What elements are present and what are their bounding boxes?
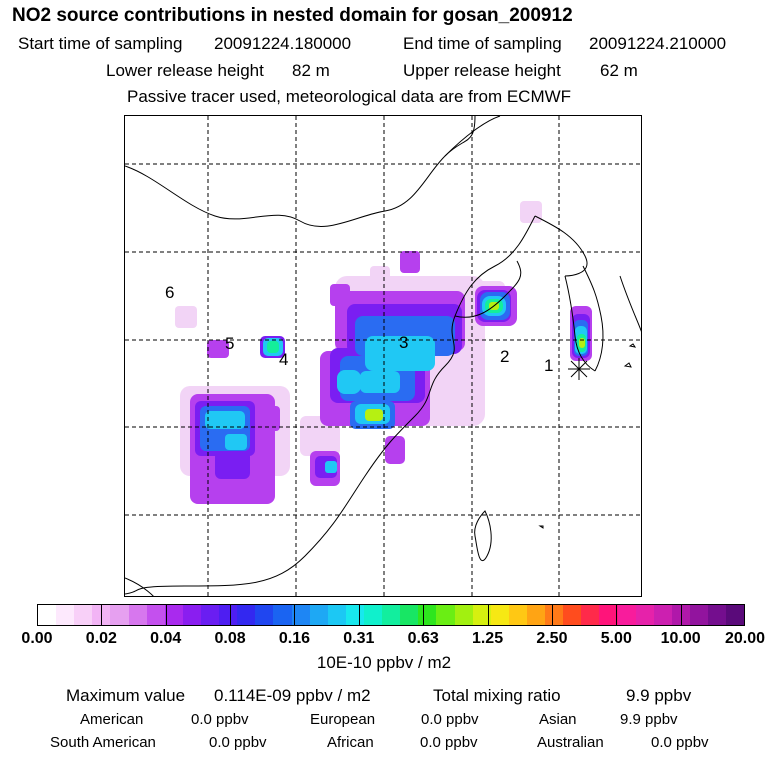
region-value-african: 0.0 ppbv	[420, 734, 478, 751]
coastlines	[125, 116, 641, 596]
colorbar-segment	[182, 605, 201, 625]
colorbar-segment	[545, 605, 564, 625]
colorbar-tick-label: 20.00	[724, 630, 766, 647]
colorbar-segment	[436, 605, 455, 625]
colorbar-segment	[219, 605, 238, 625]
lower-release-label: Lower release height	[106, 61, 264, 80]
colorbar-tick-label: 0.08	[214, 630, 246, 647]
start-time-label: Start time of sampling	[18, 34, 183, 53]
graticule	[125, 116, 641, 596]
region-value-south-american: 0.0 ppbv	[209, 734, 267, 751]
colorbar-segment	[128, 605, 147, 625]
colorbar-divider	[294, 604, 296, 626]
colorbar-segment	[309, 605, 328, 625]
colorbar-segment	[273, 605, 292, 625]
colorbar-segment	[291, 605, 310, 625]
total-mixing-value: 9.9 ppbv	[626, 686, 692, 705]
colorbar-segment	[490, 605, 509, 625]
region-label-4: 4	[279, 350, 289, 369]
max-value-label: Maximum value	[66, 686, 186, 705]
colorbar-segment	[38, 605, 57, 625]
region-value-european: 0.0 ppbv	[421, 711, 479, 728]
colorbar-segment	[200, 605, 220, 625]
region-name-australian: Australian	[537, 734, 604, 751]
colorbar-segment	[472, 605, 491, 625]
colorbar-tick-label: 0.02	[85, 630, 117, 647]
upper-release-label: Upper release height	[403, 61, 561, 80]
end-time-value: 20091224.210000	[589, 34, 727, 53]
colorbar-segment	[689, 605, 709, 625]
upper-release-value: 62 m	[600, 61, 638, 80]
colorbar-segment	[726, 605, 745, 625]
colorbar-tick-label: 5.00	[600, 630, 632, 647]
colorbar-segment	[653, 605, 672, 625]
colorbar-segment	[418, 605, 437, 625]
max-value: 0.114E-09 ppbv / m2	[214, 686, 371, 705]
colorbar-segment	[237, 605, 256, 625]
colorbar-tick-label: 0.16	[278, 630, 311, 647]
concentration-field	[175, 201, 592, 504]
colorbar-divider	[230, 604, 232, 626]
asterisk-marker-icon	[568, 358, 590, 380]
colorbar-segment	[708, 605, 727, 625]
total-mixing-label: Total mixing ratio	[433, 686, 561, 705]
colorbar-segment	[146, 605, 165, 625]
colorbar-segment	[56, 605, 75, 625]
region-value-australian: 0.0 ppbv	[651, 734, 709, 751]
map-panel: 1 2 3 4 5 6	[124, 115, 642, 597]
region-name-european: European	[310, 711, 376, 728]
region-label-6: 6	[165, 283, 175, 302]
colorbar-segment	[508, 605, 527, 625]
region-label-3: 3	[399, 333, 409, 352]
region-label-5: 5	[225, 334, 235, 353]
region-value-american: 0.0 ppbv	[191, 711, 249, 728]
colorbar-tick-label: 1.25	[471, 630, 504, 647]
region-label-1: 1	[544, 356, 554, 375]
colorbar-tick-label: 0.63	[407, 630, 439, 647]
region-name-african: African	[327, 734, 374, 751]
tracer-note: Passive tracer used, meteorological data…	[127, 87, 572, 106]
colorbar-segment	[400, 605, 419, 625]
colorbar-segment	[563, 605, 582, 625]
colorbar-divider	[101, 604, 103, 626]
end-time-label: End time of sampling	[403, 34, 562, 53]
colorbar-segment	[382, 605, 401, 625]
colorbar-divider	[487, 604, 489, 626]
colorbar-divider	[680, 604, 682, 626]
colorbar-segment	[164, 605, 183, 625]
colorbar-tick-label: 0.31	[343, 630, 375, 647]
lower-release-value: 82 m	[292, 61, 330, 80]
colorbar-segment	[635, 605, 654, 625]
colorbar-segment	[255, 605, 274, 625]
colorbar-segment	[599, 605, 618, 625]
colorbar-tick-label: 2.50	[536, 630, 568, 647]
colorbar	[37, 604, 745, 626]
map-canvas	[125, 116, 641, 596]
colorbar-divider	[616, 604, 618, 626]
colorbar-segment	[345, 605, 364, 625]
region-name-south-american: South American	[50, 734, 156, 751]
colorbar-tick-label: 10.00	[660, 630, 701, 647]
colorbar-segment	[581, 605, 600, 625]
colorbar-segment	[110, 605, 129, 625]
colorbar-unit: 10E-10 ppbv / m2	[316, 653, 452, 672]
region-label-2: 2	[500, 347, 510, 366]
colorbar-segment	[363, 605, 383, 625]
colorbar-tick-label: 0.04	[150, 630, 182, 647]
figure-title: NO2 source contributions in nested domai…	[12, 5, 573, 26]
colorbar-segment	[327, 605, 346, 625]
colorbar-divider	[358, 604, 360, 626]
colorbar-segment	[74, 605, 93, 625]
colorbar-divider	[165, 604, 167, 626]
start-time-value: 20091224.180000	[214, 34, 352, 53]
colorbar-segment	[617, 605, 636, 625]
region-name-asian: Asian	[539, 711, 577, 728]
colorbar-segment	[454, 605, 473, 625]
colorbar-divider	[551, 604, 553, 626]
colorbar-segment	[526, 605, 546, 625]
colorbar-tick-label: 0.00	[21, 630, 53, 647]
region-value-asian: 9.9 ppbv	[620, 711, 678, 728]
region-name-american: American	[80, 711, 144, 728]
colorbar-divider	[423, 604, 425, 626]
